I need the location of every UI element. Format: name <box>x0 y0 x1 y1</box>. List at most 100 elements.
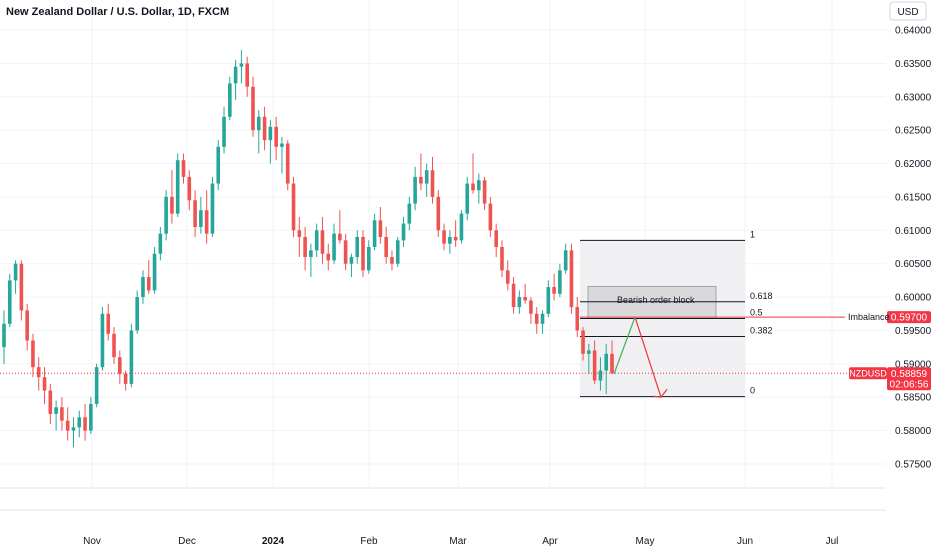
symbol-tag-text: NZDUSD <box>849 368 887 378</box>
candle-body <box>546 287 551 314</box>
candle-body <box>89 403 93 431</box>
projection-arrow-head <box>653 388 668 398</box>
candle-body <box>285 143 290 184</box>
candle-body <box>540 313 545 324</box>
candle-body <box>511 283 516 308</box>
candle-body <box>262 116 267 141</box>
time-tick-label: Jul <box>826 536 839 547</box>
candle-body <box>349 257 354 264</box>
candle-body <box>390 257 394 264</box>
candle-body <box>465 183 470 214</box>
candle-body <box>112 333 116 358</box>
imbalance-price-text: 0.59700 <box>891 313 928 324</box>
candle-body <box>477 180 481 191</box>
candle-body <box>106 313 111 334</box>
candle-body <box>488 203 493 231</box>
candle-body <box>123 373 128 384</box>
price-tick-label: 0.61500 <box>895 192 932 203</box>
candle-body <box>552 287 556 294</box>
candle-body <box>54 407 58 414</box>
price-tick-label: 0.62000 <box>895 159 932 170</box>
candle-body <box>401 223 406 241</box>
fibonacci-retracement[interactable]: Bearish order block 1 0.618 0.5 0.382 0 <box>580 229 773 398</box>
candle-body <box>222 116 226 147</box>
candle-body <box>320 230 325 254</box>
candle-body <box>228 83 232 117</box>
candle-body <box>152 253 157 291</box>
candle-body <box>459 213 464 241</box>
time-tick-label: May <box>636 536 655 547</box>
projection-up-line <box>613 316 636 375</box>
candle-body <box>500 247 504 271</box>
time-tick-label: Apr <box>542 536 558 547</box>
current-price-tag: NZDUSD 0.58859 02:06:56 <box>849 367 931 391</box>
candle-body <box>587 350 591 354</box>
candle-body <box>326 253 331 261</box>
candle-body <box>118 357 122 374</box>
fib-level-label: 0 <box>750 386 755 396</box>
price-tick-label: 0.64000 <box>895 26 932 37</box>
candle-body <box>575 307 580 331</box>
candle-body <box>558 270 562 294</box>
grid-lines <box>0 0 886 511</box>
time-tick-label: Feb <box>360 536 378 547</box>
candle-body <box>384 236 388 258</box>
candle-body <box>83 417 87 431</box>
current-price-text: 0.58859 <box>891 369 928 380</box>
imbalance-label: Imbalance <box>848 312 890 322</box>
price-axis[interactable]: 0.64000 0.63500 0.63000 0.62500 0.62000 0.615… <box>895 26 932 471</box>
candle-body <box>239 63 244 67</box>
candle-body <box>245 63 249 87</box>
candle-body <box>164 196 168 234</box>
candle-body <box>442 230 446 244</box>
fib-level-label: 0.382 <box>750 325 773 335</box>
candle-body <box>332 233 336 261</box>
price-tick-label: 0.58000 <box>895 426 932 437</box>
candle-body <box>36 367 41 378</box>
price-tick-label: 0.63000 <box>895 92 932 103</box>
candle-body <box>158 233 163 254</box>
time-tick-label: Nov <box>83 536 101 547</box>
price-tick-label: 0.58500 <box>895 393 932 404</box>
fib-level-label: 0.618 <box>750 291 773 301</box>
candle-body <box>193 200 197 227</box>
bearish-order-block-zone[interactable] <box>587 285 717 319</box>
candle-body <box>523 297 527 301</box>
candle-body <box>268 126 273 141</box>
candle-body <box>314 230 319 251</box>
candle-body <box>199 210 203 227</box>
candle-body <box>94 367 99 404</box>
candle-body <box>430 170 435 197</box>
imbalance-tag: 0.59700 <box>887 311 931 324</box>
candle-body <box>395 240 400 264</box>
candle-body <box>31 340 35 368</box>
candle-body <box>529 300 533 314</box>
candle-body <box>517 297 522 308</box>
candles <box>2 50 614 448</box>
candle-body <box>77 417 82 428</box>
fib-level-label: 1 <box>750 229 755 239</box>
candle-body <box>7 280 12 324</box>
time-axis[interactable]: Nov Dec 2024 Feb Mar Apr May Jun Jul <box>83 536 838 547</box>
candle-body <box>129 330 134 384</box>
overlay-lines <box>0 316 886 398</box>
time-tick-label: Dec <box>178 536 196 547</box>
candle-body <box>343 240 348 264</box>
candle-body <box>413 176 417 204</box>
candle-body <box>303 236 307 258</box>
candle-body <box>419 176 423 184</box>
candle-body <box>569 250 574 308</box>
candle-body <box>378 220 383 237</box>
candle-body <box>505 270 510 284</box>
candle-body <box>71 427 76 431</box>
candle-body <box>471 183 475 191</box>
candle-body <box>534 313 539 324</box>
order-block-label: Bearish order block <box>617 295 695 305</box>
price-tick-label: 0.62500 <box>895 126 932 137</box>
candle-body <box>372 220 377 247</box>
currency-button[interactable]: USD <box>889 1 927 21</box>
candle-body <box>175 160 180 214</box>
candle-body <box>210 183 215 234</box>
time-tick-label: Mar <box>449 536 467 547</box>
